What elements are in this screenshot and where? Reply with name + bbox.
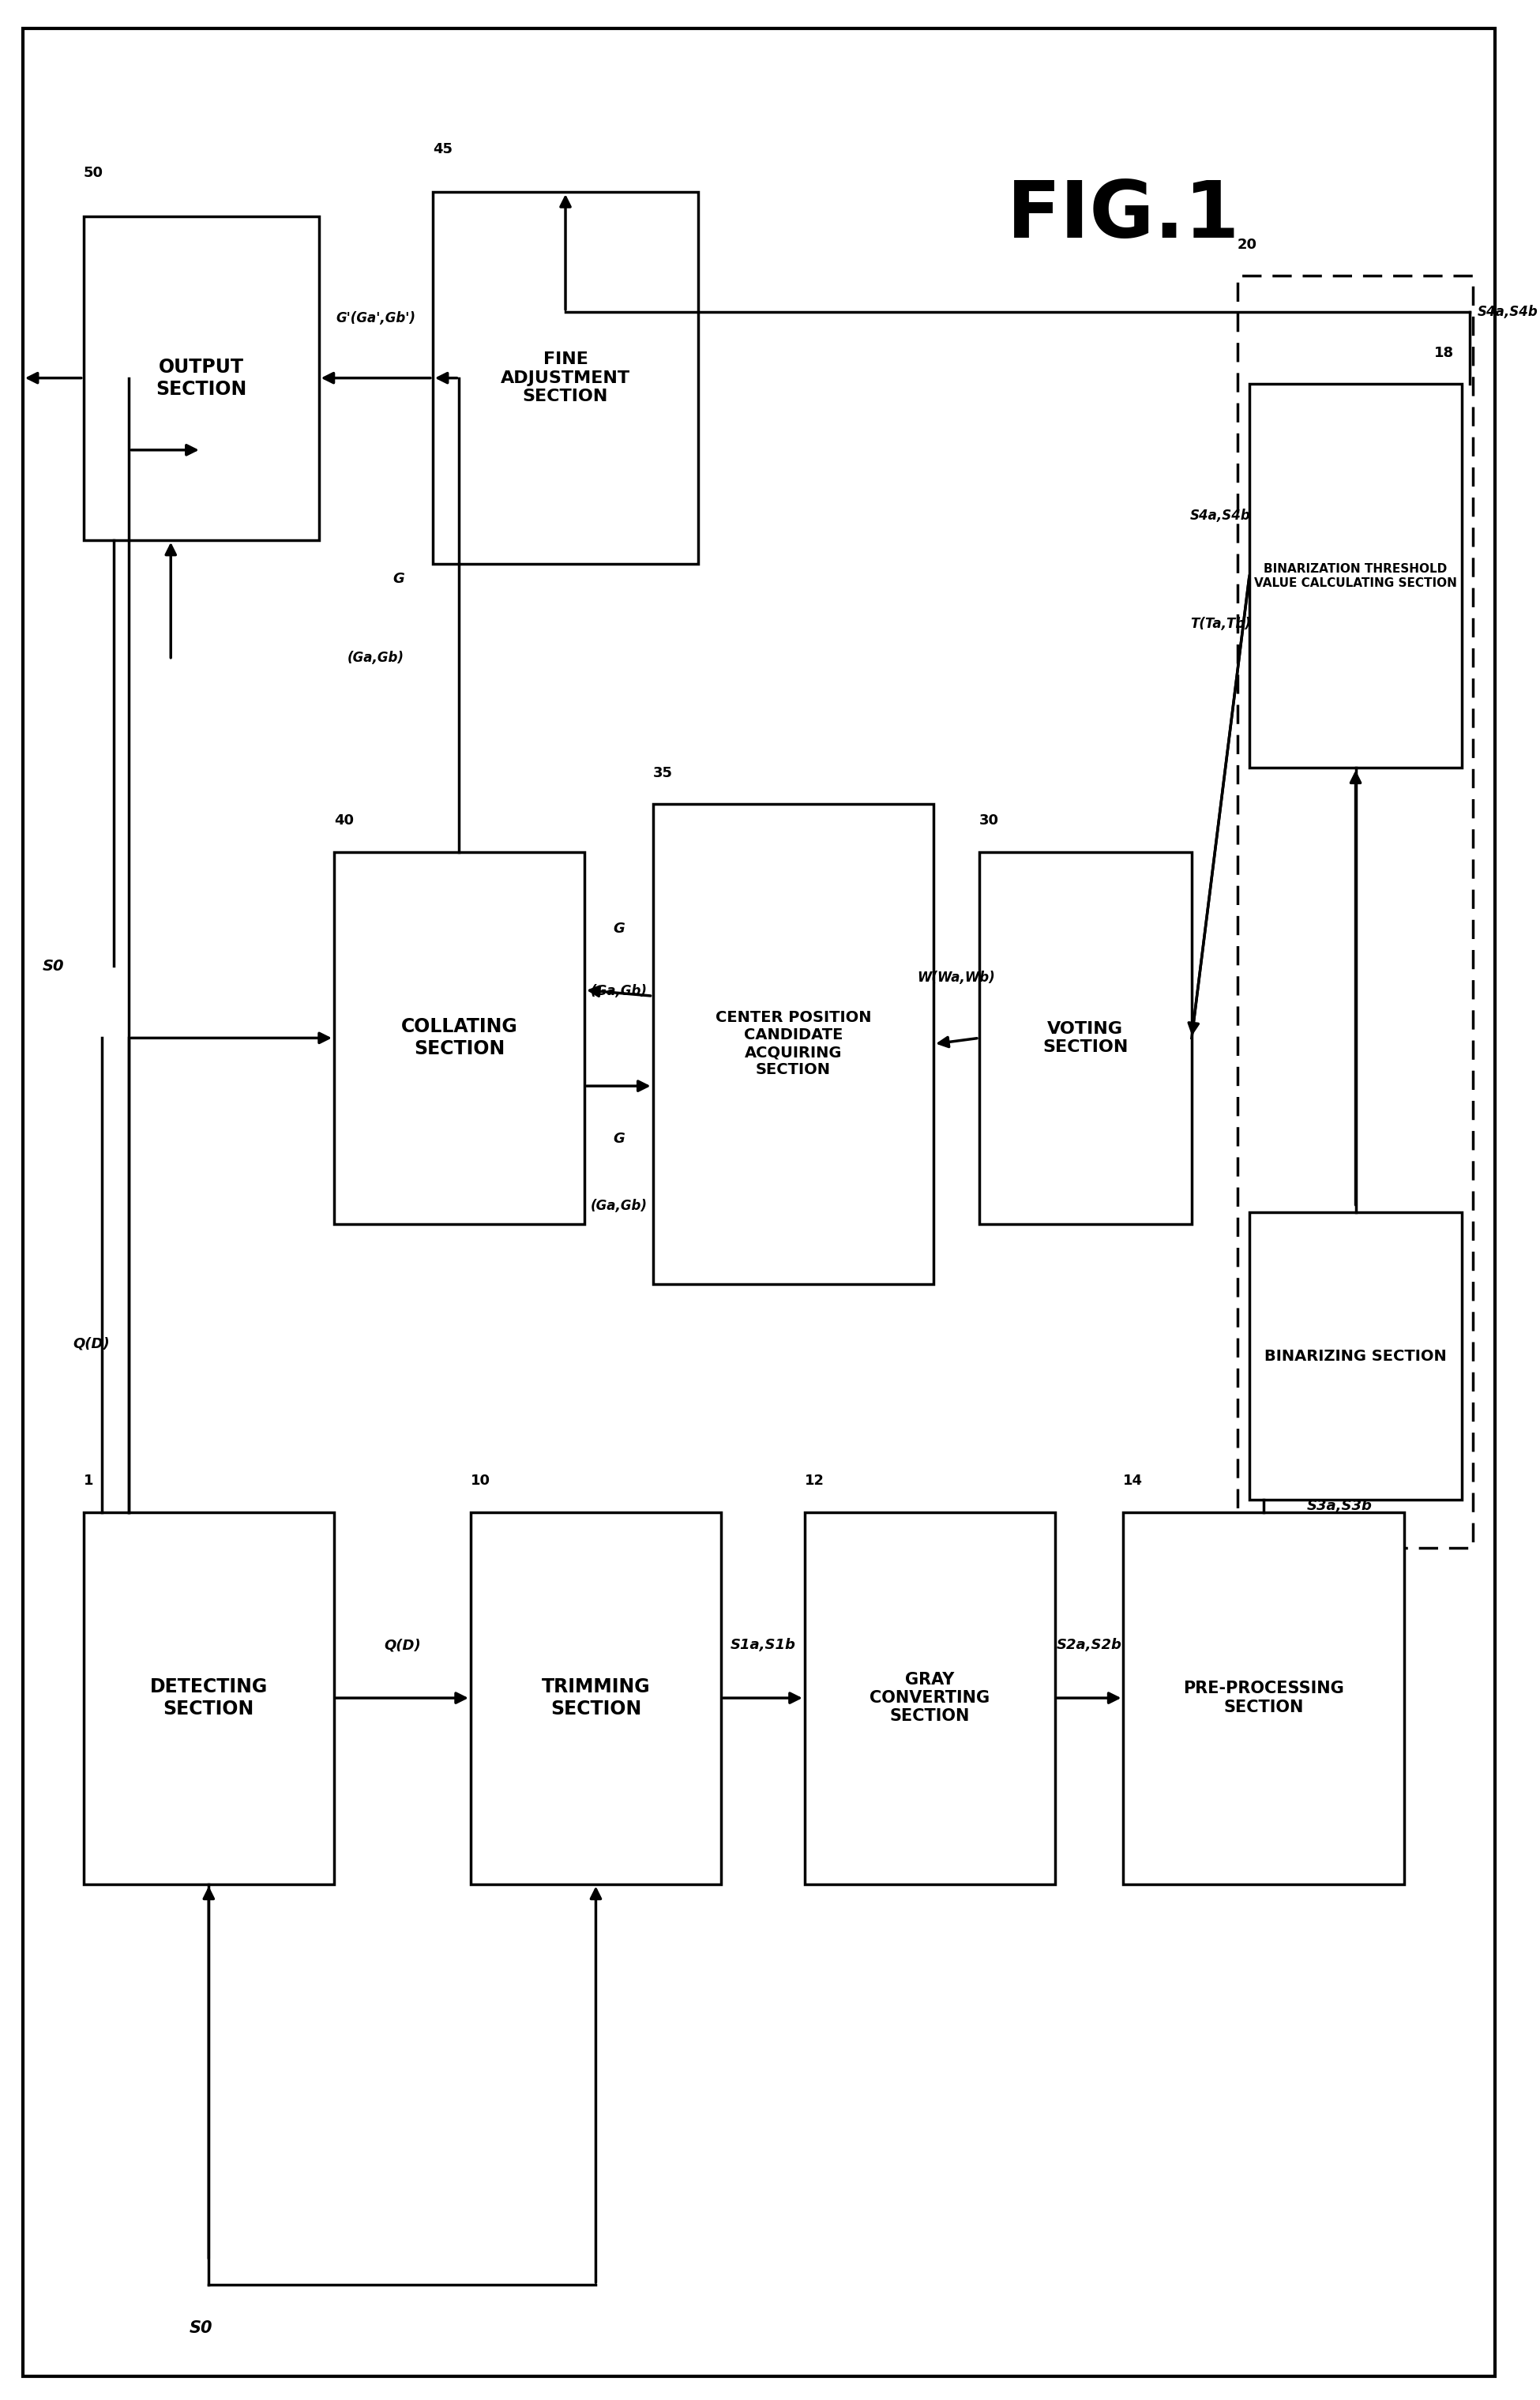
- Text: G: G: [613, 1133, 624, 1145]
- Text: S4a,S4b: S4a,S4b: [1477, 305, 1538, 319]
- Text: 30: 30: [979, 814, 999, 828]
- Text: DETECTING
SECTION: DETECTING SECTION: [149, 1678, 268, 1718]
- Bar: [1249, 1212, 1461, 1500]
- Text: 1: 1: [83, 1474, 94, 1488]
- Text: 12: 12: [804, 1474, 824, 1488]
- Text: (Ga,Gb): (Ga,Gb): [590, 984, 647, 998]
- Text: FINE
ADJUSTMENT
SECTION: FINE ADJUSTMENT SECTION: [500, 353, 630, 403]
- Bar: [804, 1512, 1055, 1884]
- Bar: [653, 804, 933, 1284]
- Text: Q(D): Q(D): [383, 1639, 420, 1651]
- Text: 45: 45: [433, 142, 453, 156]
- Text: G'(Ga',Gb'): G'(Ga',Gb'): [336, 312, 416, 324]
- Text: Q(D): Q(D): [72, 1337, 109, 1351]
- Text: 35: 35: [653, 766, 673, 780]
- Text: OUTPUT
SECTION: OUTPUT SECTION: [156, 358, 246, 398]
- Text: 18: 18: [1434, 346, 1454, 360]
- Text: S0: S0: [189, 2321, 213, 2335]
- Text: 50: 50: [83, 166, 103, 180]
- Text: GRAY
CONVERTING
SECTION: GRAY CONVERTING SECTION: [870, 1673, 990, 1723]
- Text: FIG.1: FIG.1: [1007, 178, 1240, 254]
- Bar: [83, 216, 319, 540]
- Text: 40: 40: [334, 814, 354, 828]
- Text: COLLATING
SECTION: COLLATING SECTION: [400, 1018, 517, 1058]
- Text: S1a,S1b: S1a,S1b: [730, 1639, 796, 1651]
- Bar: [1123, 1512, 1404, 1884]
- Text: TRIMMING
SECTION: TRIMMING SECTION: [542, 1678, 650, 1718]
- Text: G: G: [393, 571, 405, 586]
- Text: BINARIZING SECTION: BINARIZING SECTION: [1264, 1349, 1446, 1363]
- Bar: [433, 192, 698, 564]
- Text: S2a,S2b: S2a,S2b: [1056, 1639, 1123, 1651]
- Text: S4a,S4b: S4a,S4b: [1190, 509, 1250, 523]
- Text: T(Ta,Tb): T(Ta,Tb): [1190, 617, 1250, 631]
- Text: 14: 14: [1123, 1474, 1143, 1488]
- Text: S0: S0: [42, 958, 65, 974]
- Text: VOTING
SECTION: VOTING SECTION: [1043, 1020, 1129, 1056]
- Text: W(Wa,Wb): W(Wa,Wb): [918, 972, 995, 984]
- Text: G: G: [613, 922, 624, 936]
- Bar: [979, 852, 1192, 1224]
- Text: (Ga,Gb): (Ga,Gb): [348, 650, 403, 665]
- Text: (Ga,Gb): (Ga,Gb): [590, 1200, 647, 1212]
- Text: 20: 20: [1237, 238, 1257, 252]
- Text: BINARIZATION THRESHOLD
VALUE CALCULATING SECTION: BINARIZATION THRESHOLD VALUE CALCULATING…: [1254, 564, 1457, 588]
- Text: CENTER POSITION
CANDIDATE
ACQUIRING
SECTION: CENTER POSITION CANDIDATE ACQUIRING SECT…: [715, 1010, 872, 1078]
- Text: S3a,S3b: S3a,S3b: [1307, 1500, 1372, 1512]
- Bar: [83, 1512, 334, 1884]
- Text: 10: 10: [471, 1474, 490, 1488]
- Text: PRE-PROCESSING
SECTION: PRE-PROCESSING SECTION: [1183, 1680, 1344, 1716]
- Bar: [1237, 276, 1472, 1548]
- Bar: [334, 852, 585, 1224]
- Bar: [471, 1512, 721, 1884]
- Bar: [1249, 384, 1461, 768]
